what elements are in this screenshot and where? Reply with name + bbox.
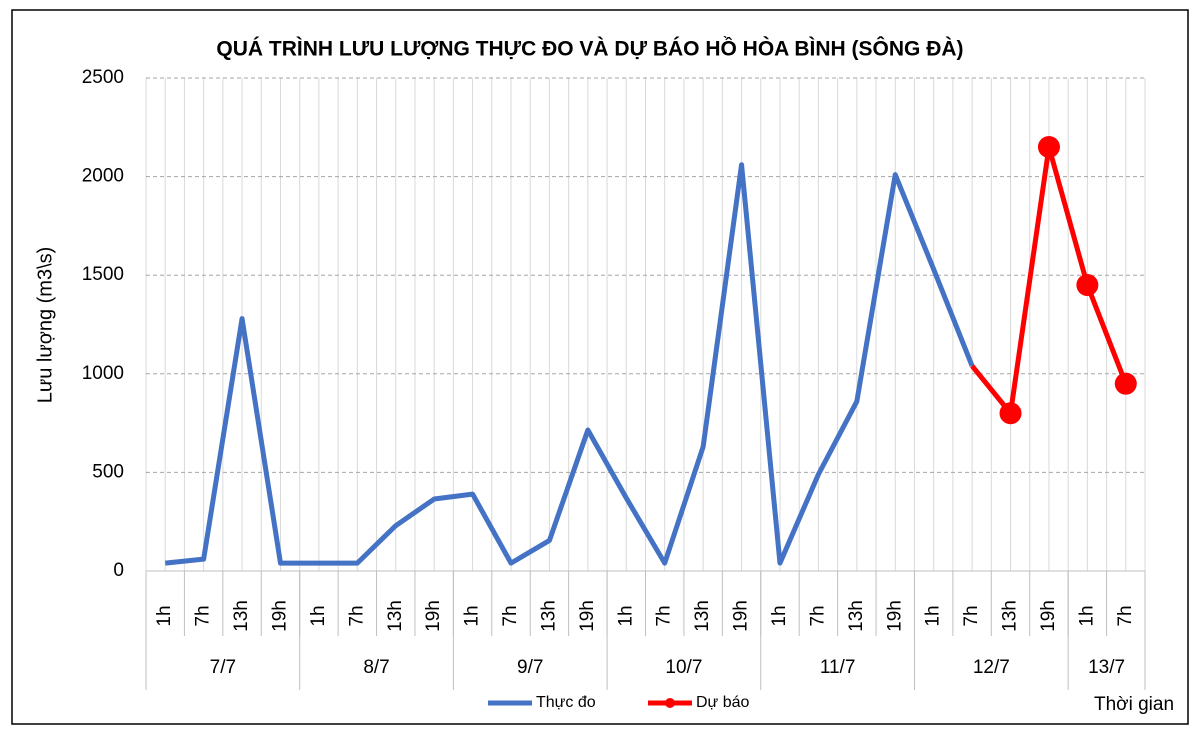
x-group-label: 11/7	[820, 657, 856, 678]
chart-title: QUÁ TRÌNH LƯU LƯỢNG THỰC ĐO VÀ DỰ BÁO HỒ…	[216, 37, 963, 61]
y-tick-label: 2500	[82, 67, 124, 88]
x-tick-label: 1h	[462, 605, 483, 626]
x-tick-label: 13h	[538, 600, 559, 632]
x-group-label: 10/7	[665, 657, 702, 678]
y-axis-label: Lưu lượng (m3\s)	[34, 247, 56, 404]
x-tick-label: 7h	[1115, 605, 1136, 626]
legend-label: Dự báo	[696, 694, 750, 711]
series-line	[164, 162, 975, 566]
series-marker	[999, 402, 1022, 425]
y-tick-label: 0	[113, 560, 124, 581]
legend-marker	[665, 698, 675, 708]
x-tick-label: 7h	[346, 605, 367, 626]
x-tick-label: 1h	[308, 605, 329, 626]
x-group-label: 8/7	[363, 657, 389, 678]
chart-border	[11, 9, 1189, 725]
x-tick-label: 7h	[193, 605, 214, 626]
x-tick-label: 7h	[961, 605, 982, 626]
series-marker	[1037, 136, 1060, 159]
y-tick-label: 1500	[82, 264, 124, 285]
x-tick-label: 13h	[692, 600, 713, 632]
x-tick-label: 1h	[923, 605, 944, 626]
x-tick-label: 7h	[807, 605, 828, 626]
x-tick-label: 13h	[846, 600, 867, 632]
x-tick-label: 1h	[769, 605, 790, 626]
x-tick-label: 7h	[500, 605, 521, 626]
y-tick-label: 2000	[82, 166, 124, 187]
x-tick-label: 19h	[731, 600, 752, 632]
x-tick-label: 19h	[269, 600, 290, 632]
x-tick-label: 19h	[423, 600, 444, 632]
series-marker	[1076, 274, 1099, 297]
legend-label: Thực đo	[536, 694, 596, 711]
x-tick-label: 19h	[1038, 600, 1059, 632]
y-tick-label: 1000	[82, 363, 124, 384]
x-tick-label: 1h	[615, 605, 636, 626]
x-tick-label: 1h	[1076, 605, 1097, 626]
x-tick-label: 13h	[231, 600, 252, 632]
x-tick-label: 13h	[1000, 600, 1021, 632]
series-marker	[1114, 372, 1137, 395]
x-tick-label: 13h	[385, 600, 406, 632]
x-tick-label: 19h	[577, 600, 598, 632]
x-tick-label: 7h	[654, 605, 675, 626]
x-group-label: 7/7	[210, 657, 236, 678]
x-group-label: 9/7	[517, 657, 543, 678]
y-tick-label: 500	[92, 461, 124, 482]
x-tick-label: 19h	[884, 600, 905, 632]
x-group-label: 13/7	[1088, 657, 1125, 678]
x-group-label: 12/7	[973, 657, 1010, 678]
x-axis-label: Thời gian	[1094, 694, 1174, 715]
x-tick-label: 1h	[154, 605, 175, 626]
